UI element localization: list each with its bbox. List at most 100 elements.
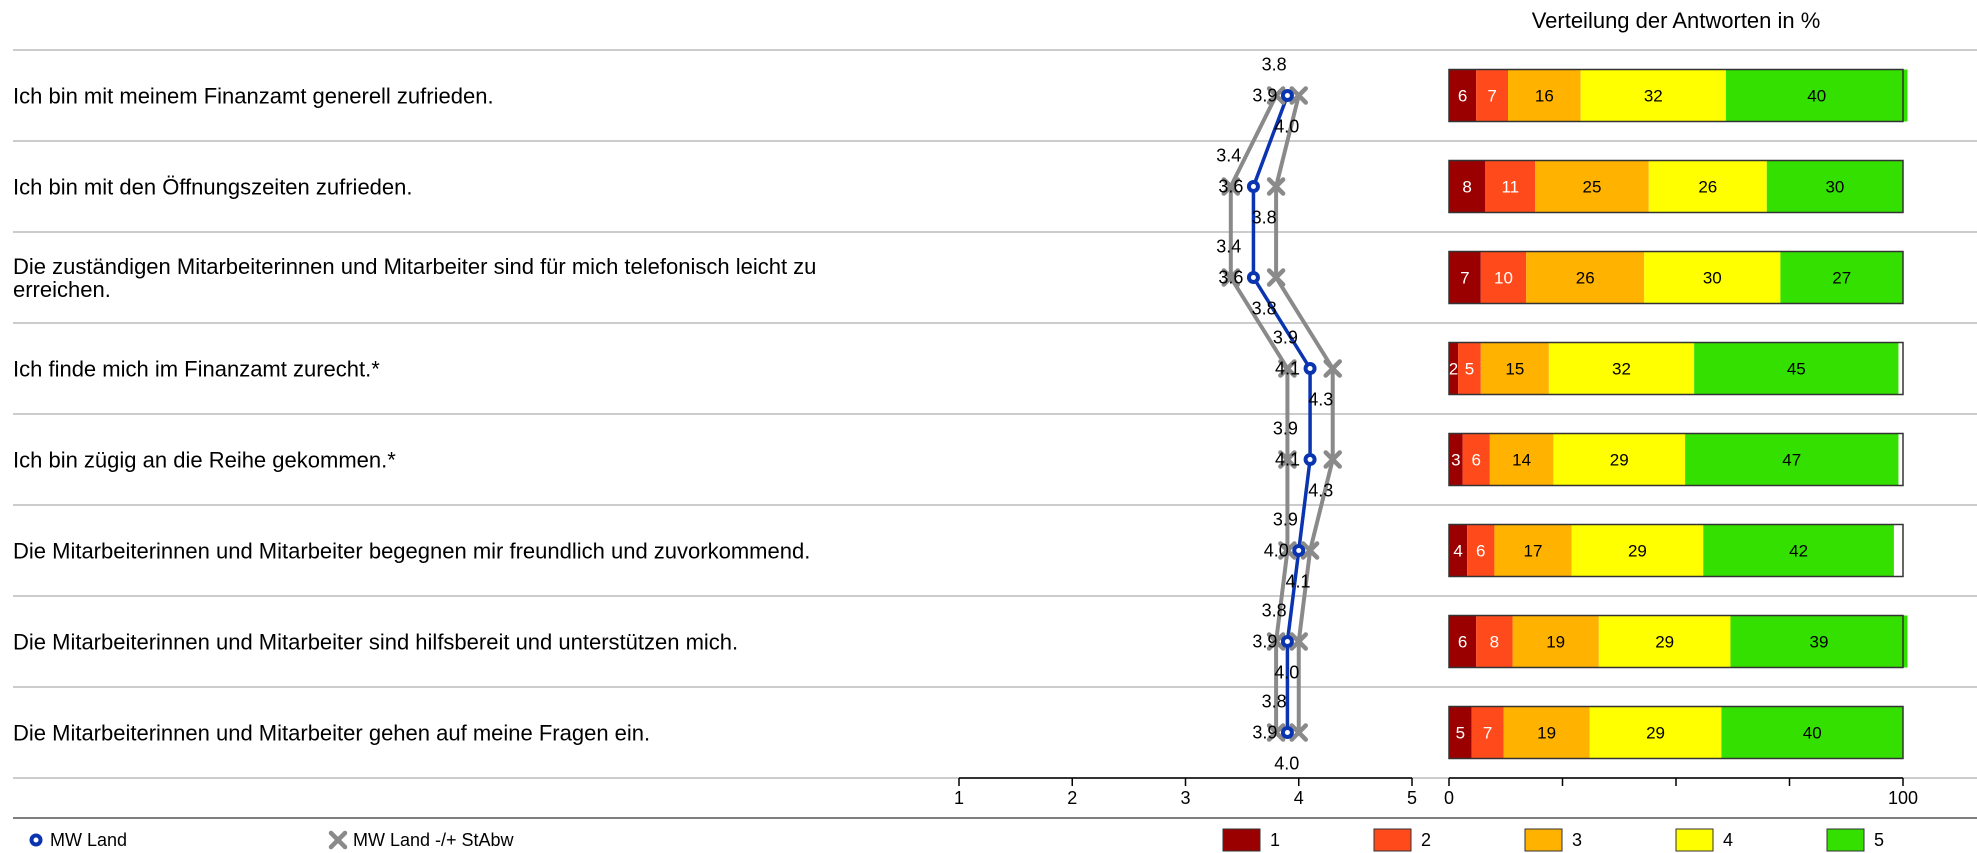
stdev-low-label: 3.9	[1273, 510, 1298, 530]
bar-segment	[1489, 433, 1554, 486]
bar-segment	[1449, 251, 1481, 304]
bar-segment	[1503, 706, 1590, 759]
legend-mean-label: MW Land	[50, 830, 127, 850]
question-text: Die Mitarbeiterinnen und Mitarbeiter beg…	[13, 539, 810, 564]
bar-segment-label: 8	[1462, 178, 1471, 197]
x-stroke	[328, 830, 348, 850]
legend-stdev-label: MW Land -/+ StAbw	[353, 830, 515, 850]
bar-segment	[1730, 615, 1908, 668]
stdev-low-label: 3.9	[1273, 419, 1298, 439]
stdev-low-label: 3.4	[1216, 237, 1241, 257]
bar-segment	[1548, 342, 1695, 395]
bar-segment-label: 29	[1646, 724, 1665, 743]
mean-axis-tick-label: 5	[1407, 788, 1417, 808]
stdev-high-label: 3.8	[1252, 299, 1277, 319]
stdev-low-label: 3.4	[1216, 146, 1241, 166]
stdev-high-marker	[1266, 268, 1286, 287]
distribution-bar: 3 6 14 29 47	[1448, 432, 1904, 487]
stdev-low-label: 3.9	[1273, 328, 1298, 348]
bar-segment-label: 15	[1505, 360, 1524, 379]
x-stroke	[1221, 268, 1241, 287]
stdev-high-marker	[1289, 86, 1308, 105]
x-stroke	[1266, 723, 1286, 742]
stdev-low-label: 3.8	[1262, 55, 1287, 75]
bar-segment-label: 30	[1825, 178, 1844, 197]
question-text: Ich bin mit meinem Finanzamt generell zu…	[13, 84, 494, 109]
distribution-bar: 6 8 19 29 39	[1448, 614, 1908, 669]
bar-outline	[1448, 523, 1904, 578]
x-stroke	[1289, 723, 1308, 742]
mean-axis-tick-label: 4	[1294, 788, 1304, 808]
legend-category-swatch	[1675, 828, 1714, 852]
bar-segment	[1449, 342, 1459, 395]
bar-segment-label: 19	[1546, 633, 1565, 652]
bar-segment	[1766, 160, 1903, 213]
stdev-low-marker	[1278, 450, 1297, 469]
bar-segment-label: 7	[1483, 724, 1492, 743]
bar-outline	[1448, 705, 1904, 760]
stdev-high-marker	[1289, 723, 1308, 742]
bar-segment-label: 7	[1460, 269, 1469, 288]
stdev-high-label: 4.0	[1274, 117, 1299, 137]
x-stroke	[1266, 268, 1286, 287]
bar-segment-label: 8	[1490, 633, 1499, 652]
o-inner	[1307, 457, 1313, 462]
bar-segment-label: 2	[1449, 360, 1458, 379]
bar-outline	[1448, 432, 1904, 487]
mean-label: 4.1	[1275, 450, 1300, 470]
distribution-bar: 6 7 16 32 40	[1448, 68, 1908, 123]
x-stroke	[1289, 632, 1308, 651]
bar-segment-label: 10	[1494, 269, 1513, 288]
bar-segment-label: 5	[1465, 360, 1474, 379]
distribution-bar: 5 7 19 29 40	[1448, 705, 1904, 760]
stdev-low-label: 3.8	[1262, 692, 1287, 712]
mean-marker	[1292, 544, 1306, 557]
stdev-low-marker	[1221, 177, 1241, 196]
bar-segment	[1535, 160, 1649, 213]
bar-segment	[1467, 524, 1495, 577]
legend-category-swatch	[1524, 828, 1563, 852]
legend-category-swatch	[1222, 828, 1261, 852]
bar-segment	[1480, 251, 1527, 304]
legend-category-label: 3	[1572, 830, 1582, 850]
distribution-title: Verteilung der Antworten in %	[1532, 8, 1821, 33]
stdev-low-line	[1228, 94, 1290, 733]
bar-outline	[1448, 159, 1904, 214]
mean-marker	[1246, 271, 1260, 284]
bar-segment-label: 14	[1512, 451, 1531, 470]
o-inner	[1307, 366, 1313, 371]
stdev-high-label: 3.8	[1252, 208, 1277, 228]
bar-segment	[1476, 615, 1513, 668]
x-stroke	[1266, 177, 1286, 196]
legend-category-swatch	[1373, 828, 1412, 852]
stdev-high-label: 4.0	[1274, 663, 1299, 683]
bar-segment-label: 11	[1501, 178, 1519, 197]
bar-segment	[1449, 69, 1477, 122]
bar-segment	[1580, 69, 1726, 122]
mean-axis-tick-label: 1	[954, 788, 964, 808]
question-text: Ich finde mich im Finanzamt zurecht.*	[13, 357, 380, 382]
bar-segment	[1598, 615, 1731, 668]
bar-segment-label: 26	[1698, 178, 1717, 197]
legend-category-label: 5	[1874, 830, 1884, 850]
bar-segment	[1458, 342, 1481, 395]
bar-segment	[1721, 706, 1903, 759]
stdev-low-marker	[1266, 723, 1286, 742]
bar-segment	[1648, 160, 1767, 213]
stdev-high-marker	[1323, 450, 1342, 469]
o-inner	[33, 837, 39, 843]
distribution-bar: 2 5 15 32 45	[1448, 341, 1904, 396]
bar-segment	[1449, 615, 1477, 668]
bar-segment-label: 42	[1789, 542, 1808, 561]
o-inner	[1284, 93, 1290, 98]
bar-segment-label: 26	[1576, 269, 1595, 288]
bar-segment-label: 45	[1787, 360, 1806, 379]
o-inner	[1284, 639, 1290, 644]
x-stroke	[1300, 541, 1320, 560]
legend-category-label: 4	[1723, 830, 1733, 850]
bar-segment	[1462, 433, 1490, 486]
percent-axis-tick-label: 100	[1888, 788, 1918, 808]
x-stroke	[1221, 177, 1241, 196]
